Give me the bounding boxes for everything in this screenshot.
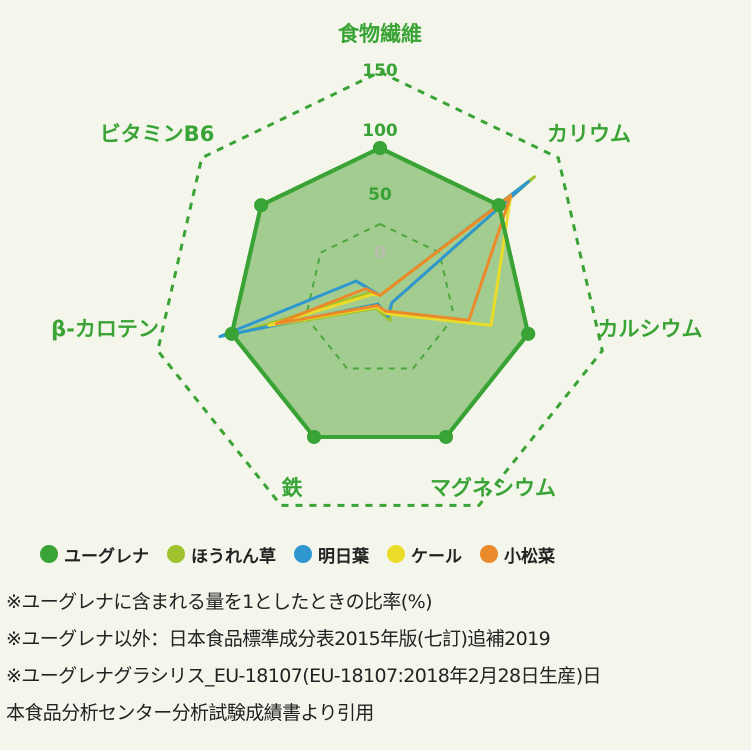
grid-ring-150 [156,70,604,507]
footnote-euglena-source: ※ユーグレナグラシリス_EU-18107(EU-18107:2018年2月28日… [6,665,602,687]
legend-label: 小松菜 [504,546,555,567]
series-point-main-2 [521,326,536,341]
series-point-main-5 [224,326,239,341]
tick-label-100: 100 [362,121,398,141]
legend: ユーグレナ ほうれん草 明日葉 ケール 小松菜 [40,541,555,567]
series-line-3 [267,194,513,327]
series-point-main-4 [307,429,322,444]
series-outline-main [229,146,531,439]
legend-dot-icon [480,545,498,563]
axis-label-2: カルシウム [598,317,703,341]
legend-label: 明日葉 [318,546,369,567]
axis-label-0: 食物繊維 [338,22,422,46]
footnote-euglena-source-cont: 本食品分析センター分析試験成績書より引用 [6,702,374,724]
axis-label-1: カリウム [547,122,631,146]
legend-dot-icon [387,545,405,563]
series-point-main-3 [438,429,453,444]
footnote-source: ※ユーグレナ以外：日本食品標準成分表2015年版(七訂)追補2019 [6,628,551,650]
series-line-4 [274,194,513,326]
series-point-main-0 [373,141,387,155]
axis-label-5: β-カロテン [51,317,159,341]
footnote-ratio: ※ユーグレナに含まれる量を1としたときの比率(%) [6,591,432,613]
legend-item-spinach: ほうれん草 [167,542,276,567]
axis-label-4: 鉄 [282,476,303,500]
legend-dot-icon [167,545,185,563]
tick-label-150: 150 [362,61,398,81]
tick-label-50: 50 [368,185,392,205]
series-point-main-6 [254,198,269,213]
legend-item-kale: ケール [387,542,462,567]
legend-label: ケール [411,546,462,567]
legend-label: ユーグレナ [64,546,149,567]
series-layer [218,141,536,444]
footnotes: ※ユーグレナに含まれる量を1としたときの比率(%) ※ユーグレナ以外：日本食品標… [6,584,746,732]
legend-item-komatsuna: 小松菜 [480,542,555,567]
legend-item-ashitaba: 明日葉 [294,542,369,567]
axis-label-6: ビタミンB6 [100,122,215,146]
legend-item-euglena: ユーグレナ [40,542,149,567]
axis-label-3: マグネシウム [430,476,556,500]
series-point-main-1 [491,198,506,213]
tick-labels: 0 50 100 150 [362,61,398,263]
tick-label-0: 0 [374,243,386,263]
legend-dot-icon [294,545,312,563]
legend-label: ほうれん草 [191,546,276,567]
legend-dot-icon [40,545,58,563]
